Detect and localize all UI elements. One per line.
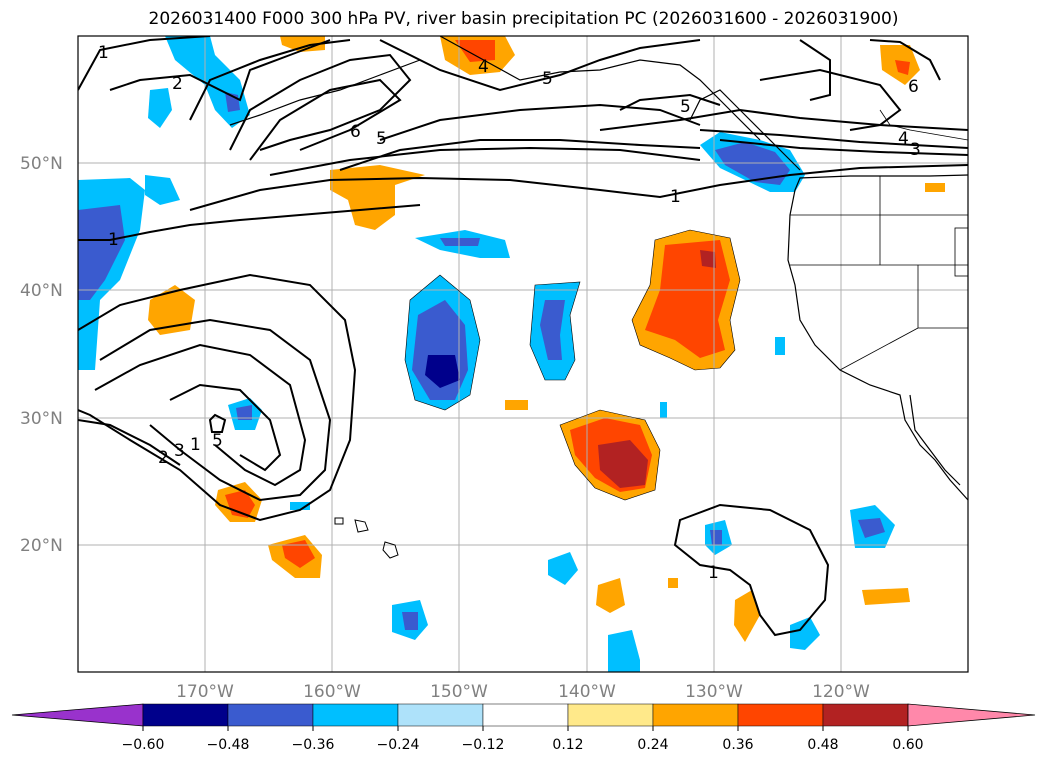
colorbar-bin	[737, 703, 824, 727]
pv-contour-label: 5	[376, 129, 387, 149]
hawaii-islands	[334, 517, 399, 559]
colorbar-tick-label: −0.12	[462, 737, 505, 753]
precip-positive-core	[225, 490, 255, 518]
precip-positive-area	[330, 165, 425, 230]
precip-negative-area	[660, 402, 667, 418]
precip-positive-area	[505, 400, 528, 410]
precip-negative-area	[290, 502, 310, 510]
colorbar-tick-label: −0.24	[377, 737, 420, 753]
precip-positive-area	[280, 36, 325, 52]
longitude-labels: 170°W 160°W 150°W 140°W 130°W 120°W	[176, 682, 870, 702]
colorbar-bin	[397, 703, 484, 727]
coastlines	[229, 36, 968, 501]
map-background	[78, 36, 968, 672]
precip-negative-core	[440, 238, 480, 246]
precip-positive-area	[596, 578, 625, 613]
precip-positive-core	[455, 40, 495, 62]
precip-negative-core	[858, 518, 885, 538]
lat-tick-label: 50°N	[20, 154, 63, 174]
colorbar-bin	[142, 703, 229, 727]
colorbar-tick-label: 0.36	[722, 737, 753, 753]
pv-contour-labels: 1 2 1 5 6 5 4 5 6 4 3 1 1 2 3 5 1	[98, 43, 921, 583]
shading-outlines	[404, 229, 741, 501]
precip-positive-area	[862, 588, 910, 605]
precip-negative-area	[790, 617, 820, 650]
pv-contour-label: 1	[670, 187, 681, 207]
colorbar-bin	[652, 703, 739, 727]
precip-negative-core	[78, 205, 125, 300]
pv-contour-label: 4	[478, 57, 489, 77]
pv-contour-label: 3	[910, 140, 921, 160]
pv-contour-label: 4	[898, 129, 909, 149]
lon-tick-label: 130°W	[685, 682, 743, 702]
map-frame	[77, 35, 969, 673]
colorbar-bin	[482, 703, 569, 727]
lon-tick-label: 160°W	[303, 682, 361, 702]
colorbar-tick-label: −0.48	[207, 737, 250, 753]
pv-contour-label: 2	[172, 74, 183, 94]
figure-title: 2026031400 F000 300 hPa PV, river basin …	[148, 9, 899, 29]
precip-negative-core	[540, 300, 565, 360]
pv-contour-label: 5	[542, 69, 553, 89]
lat-tick-label: 40°N	[20, 281, 63, 301]
precip-positive-area	[148, 285, 195, 335]
lon-tick-label: 140°W	[558, 682, 616, 702]
colorbar-extend-low	[11, 703, 144, 727]
precip-negative-area	[145, 175, 180, 205]
colorbar-tick-label: −0.60	[122, 737, 165, 753]
colorbar-bin	[312, 703, 399, 727]
latitude-labels: 50°N 40°N 30°N 20°N	[20, 154, 63, 556]
pv-contour-label: 1	[708, 563, 719, 583]
pv-contour-label: 1	[98, 43, 109, 63]
precip-positive-extreme	[598, 440, 648, 488]
precip-positive-core	[895, 60, 910, 75]
precip-positive-core	[645, 240, 730, 358]
colorbar-bin	[567, 703, 654, 727]
precip-negative-core	[402, 612, 418, 630]
colorbar-tick-label: 0.12	[552, 737, 583, 753]
precip-positive-area	[734, 590, 760, 642]
pv-contour-label: 1	[108, 230, 119, 250]
precip-negative-area	[608, 630, 640, 672]
lon-tick-label: 170°W	[176, 682, 234, 702]
state-borders	[790, 176, 968, 371]
pv-contour-label: 6	[350, 122, 361, 142]
pv-contour-label: 5	[680, 97, 691, 117]
pv-contours	[78, 36, 968, 637]
lon-tick-label: 150°W	[430, 682, 488, 702]
pv-contour-label: 1	[190, 435, 201, 455]
pv-contour-label: 5	[212, 431, 223, 451]
lon-tick-label: 120°W	[812, 682, 870, 702]
colorbar-tick-label: 0.60	[892, 737, 923, 753]
precip-negative-core	[225, 92, 240, 112]
colorbar: −0.60 −0.48 −0.36 −0.24 −0.12 0.12 0.24 0.36 0.4…	[11, 703, 1036, 753]
precip-positive-core	[282, 540, 315, 568]
precip-positive-extreme	[700, 250, 716, 268]
precip-negative-core	[236, 405, 252, 420]
colorbar-bin	[822, 703, 909, 727]
colorbar-extend-high	[907, 703, 1036, 727]
lat-tick-label: 30°N	[20, 409, 63, 429]
pv-contour-label: 3	[174, 441, 185, 461]
precip-negative-core	[710, 530, 722, 545]
precip-negative-extreme	[425, 355, 460, 388]
precip-positive-area	[925, 183, 945, 192]
precip-positive-area	[668, 578, 678, 588]
colorbar-bin	[227, 703, 314, 727]
colorbar-tick-label: 0.24	[637, 737, 668, 753]
lat-tick-label: 20°N	[20, 536, 63, 556]
colorbar-tick-label: 0.48	[807, 737, 838, 753]
precip-negative-area	[548, 552, 578, 585]
pv-contour-label: 6	[908, 77, 919, 97]
pv-contour-label: 2	[158, 448, 169, 468]
precip-negative-area	[775, 337, 785, 355]
precip-negative-area	[148, 88, 172, 128]
colorbar-tick-label: −0.36	[292, 737, 335, 753]
